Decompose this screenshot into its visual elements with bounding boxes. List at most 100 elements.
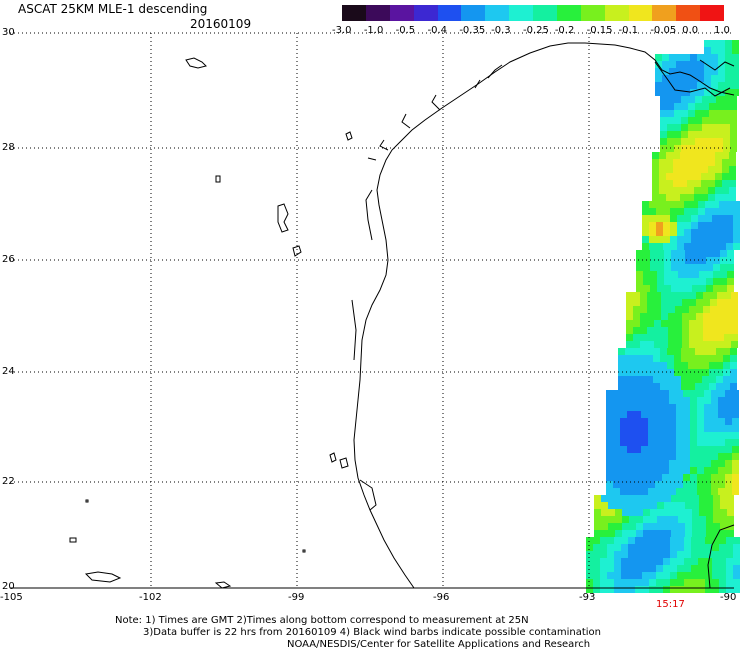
swath-cell (639, 362, 646, 369)
swath-cell (682, 341, 689, 348)
swath-cell (733, 586, 740, 593)
swath-cell (715, 166, 722, 173)
swath-cell (594, 495, 601, 502)
swath-cell (613, 467, 620, 474)
swath-cell (676, 75, 683, 82)
swath-cell (607, 537, 614, 544)
swath-cell (639, 376, 646, 383)
swath-cell (625, 362, 632, 369)
barrier-islands (351, 189, 377, 511)
swath-cell (664, 516, 671, 523)
swath-cell (698, 579, 705, 586)
swath-cell (669, 418, 676, 425)
swath-cell (730, 362, 737, 369)
swath-cell (647, 334, 654, 341)
swath-cell (622, 516, 629, 523)
swath-cell (620, 474, 627, 481)
swath-cell (634, 474, 641, 481)
swath-cell (636, 278, 643, 285)
swath-cell (697, 446, 704, 453)
swath-cell (614, 586, 621, 593)
swath-cell (655, 89, 662, 96)
lon-label-90: -90 (720, 592, 737, 603)
swath-cell (648, 418, 655, 425)
swath-cell (705, 551, 712, 558)
swath-cell (634, 460, 641, 467)
swath-cell (704, 481, 711, 488)
swath-cell (643, 264, 650, 271)
swath-cell (732, 418, 739, 425)
swath-cell (655, 404, 662, 411)
swath-cell (716, 369, 723, 376)
swath-cell (709, 355, 716, 362)
swath-cell (716, 355, 723, 362)
swath-cell (642, 565, 649, 572)
swath-cell (682, 299, 689, 306)
swath-cell (627, 474, 634, 481)
swath-cell (702, 124, 709, 131)
swath-cell (634, 453, 641, 460)
swath-cell (690, 61, 697, 68)
swath-cell (718, 390, 725, 397)
swath-cell (628, 586, 635, 593)
swath-cell (677, 579, 684, 586)
swath-cell (711, 390, 718, 397)
swath-cell (666, 173, 673, 180)
swath-cell (730, 376, 737, 383)
swath-cell (632, 355, 639, 362)
swath-cell (664, 285, 671, 292)
swath-cell (657, 285, 664, 292)
colorbar-swatch (628, 5, 653, 21)
swath-cell (662, 390, 669, 397)
swath-cell (691, 565, 698, 572)
swath-cell (711, 460, 718, 467)
lon-label-105: -105 (0, 592, 23, 603)
swath-cell (710, 341, 717, 348)
swath-cell (695, 355, 702, 362)
swath-cell (647, 320, 654, 327)
swath-cell (712, 558, 719, 565)
swath-cell (712, 537, 719, 544)
swath-cell (664, 278, 671, 285)
swath-cell (711, 418, 718, 425)
swath-cell (726, 551, 733, 558)
swath-cell (676, 411, 683, 418)
swath-cell (628, 558, 635, 565)
swath-cell (641, 439, 648, 446)
swath-cell (713, 523, 720, 530)
swath-cell (725, 467, 732, 474)
swath-cell (704, 446, 711, 453)
swath-cell (732, 460, 739, 467)
swath-cell (634, 467, 641, 474)
swath-cell (703, 341, 710, 348)
swath-cell (643, 278, 650, 285)
swath-cell (709, 117, 716, 124)
swath-cell (710, 313, 717, 320)
swath-cell (629, 502, 636, 509)
swath-cell (606, 432, 613, 439)
swath-cell (594, 516, 601, 523)
swath-cell (656, 201, 663, 208)
swath-cell (717, 306, 724, 313)
swath-cell (613, 446, 620, 453)
swath-cell (663, 236, 670, 243)
swath-cell (696, 341, 703, 348)
swath-cell (683, 425, 690, 432)
swath-cell (666, 152, 673, 159)
swath-cell (618, 348, 625, 355)
swath-cell (683, 488, 690, 495)
swath-cell (690, 390, 697, 397)
swath-cell (699, 285, 706, 292)
swath-cell (668, 334, 675, 341)
swath-cell (732, 89, 739, 96)
swath-cell (687, 159, 694, 166)
swath-cell (711, 47, 718, 54)
swath-cell (632, 362, 639, 369)
swath-cell (674, 103, 681, 110)
swath-cell (718, 439, 725, 446)
colorbar-swatch (342, 5, 366, 21)
swath-cell (716, 96, 723, 103)
swath-cell (586, 565, 593, 572)
swath-cell (704, 54, 711, 61)
swath-cell (697, 390, 704, 397)
